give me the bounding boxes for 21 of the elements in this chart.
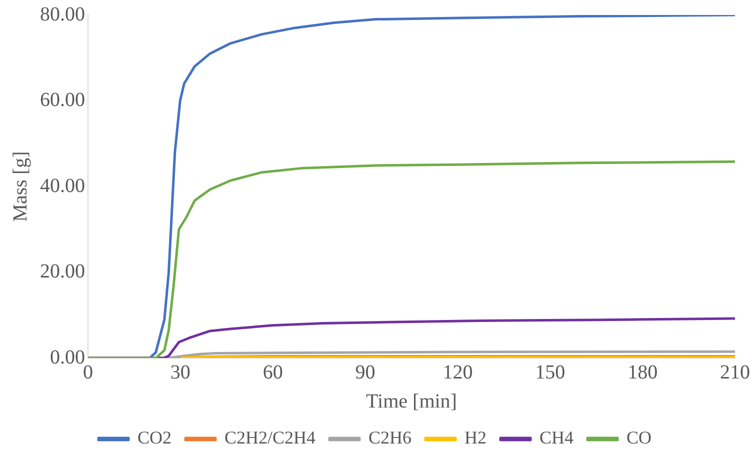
x-axis-title: Time [min] xyxy=(366,390,457,412)
x-tick-label: 150 xyxy=(535,361,566,384)
x-tick-label: 180 xyxy=(628,361,658,384)
x-tick-label: 30 xyxy=(170,361,190,384)
x-tick-label: 120 xyxy=(442,361,473,384)
x-tick-label: 210 xyxy=(720,361,750,384)
y-tick-label: 80.00 xyxy=(40,3,85,26)
legend-label: C2H6 xyxy=(368,428,412,448)
legend-label: CO xyxy=(626,428,652,448)
x-tick-label: 60 xyxy=(262,361,283,384)
y-tick-label: 20.00 xyxy=(40,260,85,282)
legend-label: CH4 xyxy=(540,428,574,448)
y-tick-label: 40.00 xyxy=(40,174,85,197)
y-tick-label: 0.00 xyxy=(50,346,85,368)
legend-label: C2H2/C2H4 xyxy=(224,428,316,448)
legend-label: H2 xyxy=(464,428,487,448)
y-axis-title: Mass [g] xyxy=(9,151,32,222)
legend-label: CO2 xyxy=(137,428,172,448)
x-tick-label: 0 xyxy=(83,361,93,384)
x-tick-label: 90 xyxy=(355,361,376,384)
y-tick-label: 60.00 xyxy=(40,89,85,111)
